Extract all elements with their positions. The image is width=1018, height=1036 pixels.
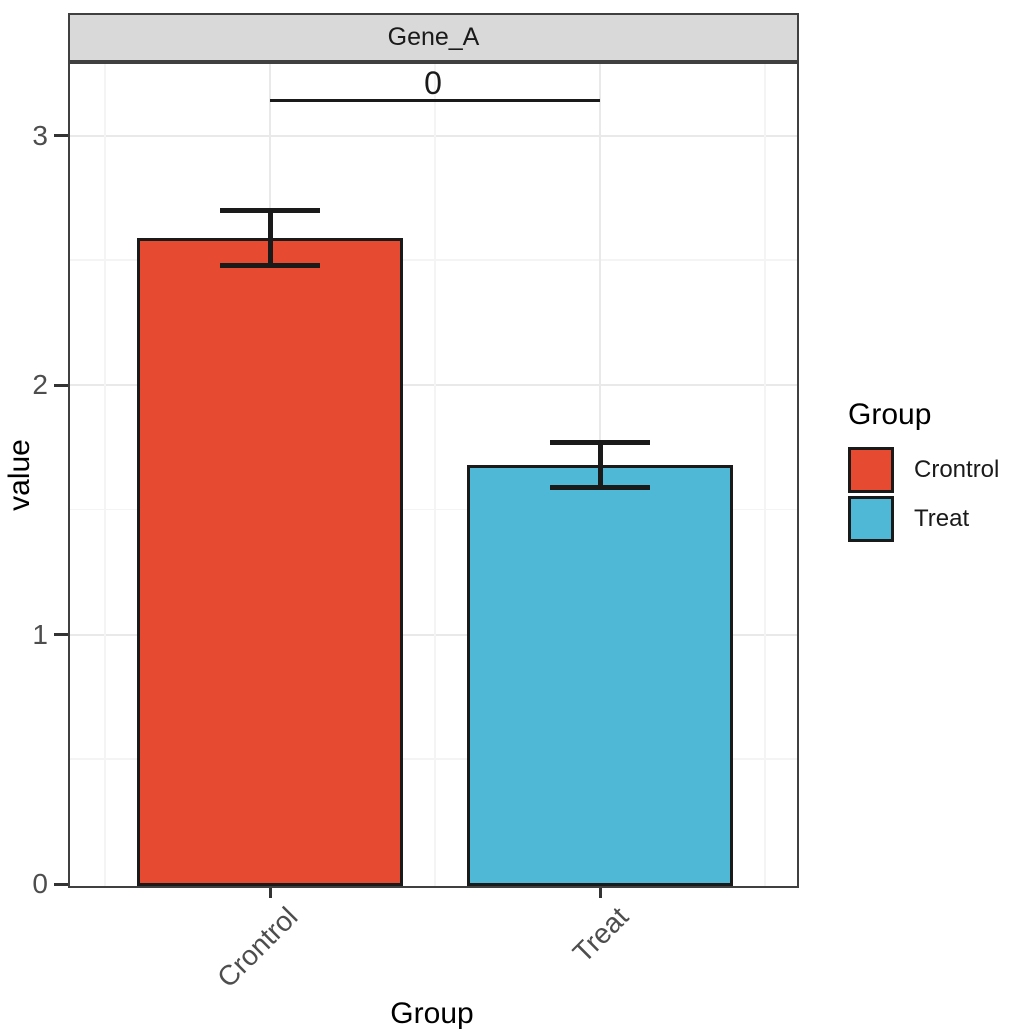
legend: Group Crontrol Treat [848, 398, 999, 545]
x-axis-title: Group [390, 997, 474, 1030]
legend-key-label: Treat [914, 505, 970, 532]
legend-key-crontrol: Crontrol [848, 447, 999, 493]
x-tick-label: Treat [566, 901, 634, 969]
gridline-major-h [70, 134, 797, 137]
error-bar-cap-bottom [550, 484, 650, 490]
gridline-major-h [70, 633, 797, 636]
error-bar-cap-top [550, 439, 650, 445]
gridline-minor-h [70, 758, 797, 760]
y-axis-title: value [3, 439, 36, 511]
y-tick-mark [54, 633, 68, 636]
x-tick-label: Crontrol [211, 901, 304, 994]
plot-panel: 0 [68, 62, 799, 888]
y-tick-label: 0 [32, 868, 48, 899]
x-tick-mark [268, 888, 272, 898]
error-bar-cap-top [220, 207, 320, 213]
gridline-minor-h [70, 259, 797, 261]
legend-swatch [848, 447, 894, 493]
significance-bracket [270, 99, 600, 103]
y-tick-label: 2 [32, 369, 48, 400]
facet-strip: Gene_A [68, 13, 799, 62]
gridline-minor-v [764, 64, 766, 886]
bar-crontrol [137, 237, 403, 886]
error-bar-stem [597, 442, 603, 488]
error-bar-stem [267, 210, 273, 266]
y-tick-label: 3 [32, 119, 48, 151]
legend-key-treat: Treat [848, 496, 999, 542]
gridline-minor-v [434, 64, 436, 886]
legend-key-label: Crontrol [914, 456, 1000, 483]
significance-label: 0 [424, 65, 442, 101]
gridline-minor-h [70, 508, 797, 511]
bar-treat [467, 464, 733, 886]
y-tick-mark [54, 134, 68, 137]
error-bar-cap-bottom [220, 262, 320, 268]
legend-keys: Crontrol Treat [848, 447, 999, 542]
y-tick-label: 1 [32, 618, 48, 650]
y-tick-mark [54, 882, 68, 886]
x-tick-mark [598, 888, 602, 898]
gridline-major-h [70, 384, 797, 386]
facet-strip-label: Gene_A [387, 23, 480, 51]
legend-swatch [848, 496, 894, 542]
y-tick-mark [54, 383, 68, 387]
gridline-minor-v [104, 64, 106, 886]
legend-title: Group [848, 398, 932, 431]
